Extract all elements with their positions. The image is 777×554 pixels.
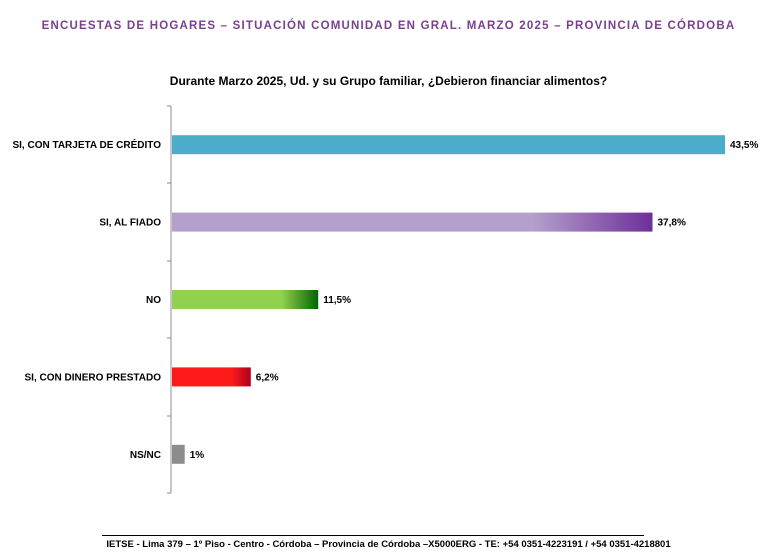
footer-contact: IETSE - Lima 379 – 1º Piso - Centro - Có… [106,539,671,550]
report-header: ENCUESTAS DE HOGARES – SITUACIÓN COMUNID… [41,20,736,32]
bar-5 [172,444,185,464]
category-label: SI, CON DINERO PRESTADO [25,372,162,383]
chart-title: Durante Marzo 2025, Ud. y su Grupo famil… [169,74,608,88]
data-label: 1% [190,450,205,461]
bar-4 [172,367,251,387]
data-label: 11,5% [323,295,351,306]
category-label: NS/NC [130,450,161,461]
category-label: SI, CON TARJETA DE CRÉDITO [12,138,161,151]
bar-2 [172,212,653,232]
category-label: NO [146,295,161,306]
footer-divider [102,535,644,536]
category-label: SI, AL FIADO [99,218,161,229]
data-label: 37,8% [658,218,686,229]
bar-3 [172,290,319,309]
bar-1 [172,135,725,155]
data-label: 43,5% [730,140,758,151]
data-label: 6,2% [256,372,279,383]
